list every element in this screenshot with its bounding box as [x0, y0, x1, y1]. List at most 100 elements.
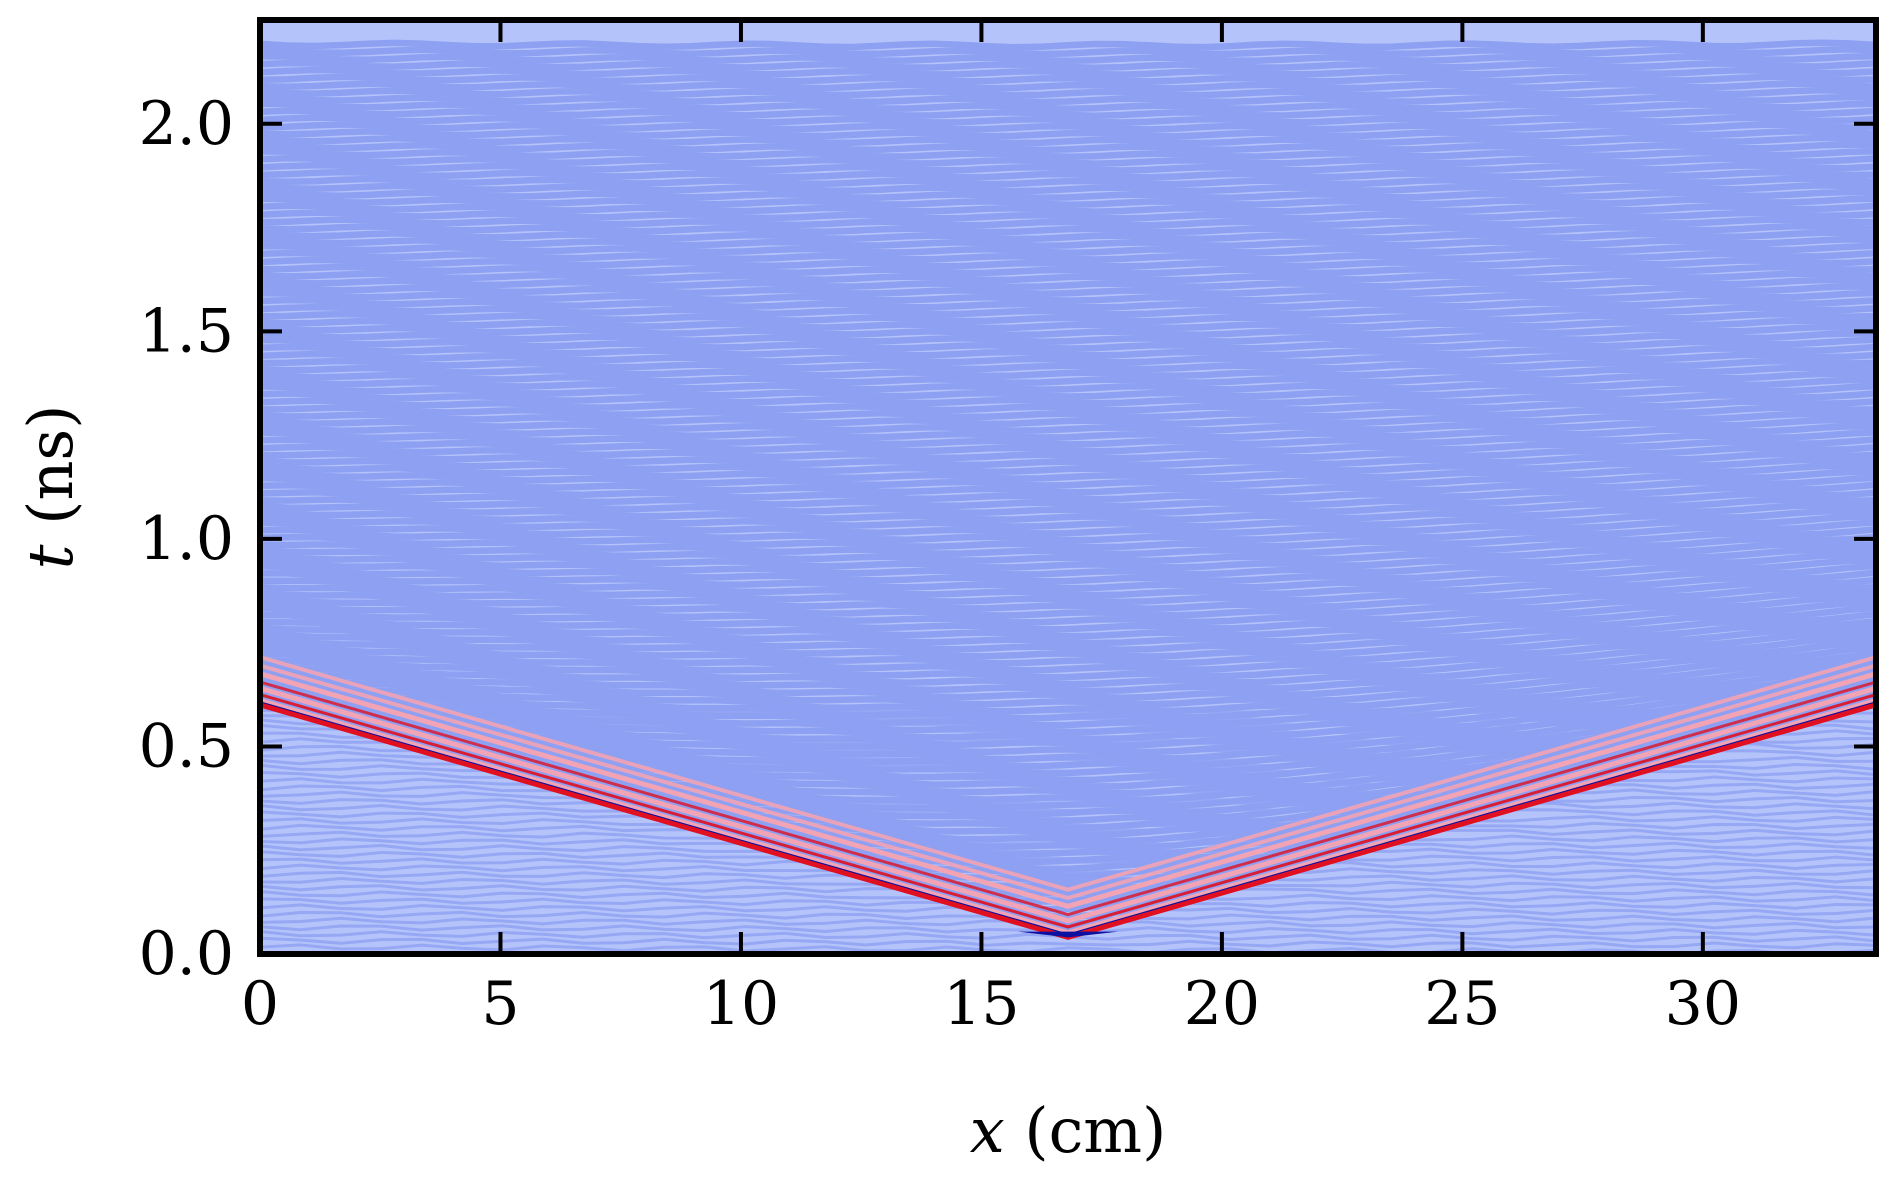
- heatmap-streak: [260, 803, 1876, 817]
- heatmap-stripe: [260, 556, 1876, 585]
- heatmap-stripe: [260, 633, 1876, 674]
- heatmap-streak: [260, 897, 1876, 910]
- heatmap-stripe: [260, 52, 1876, 65]
- heatmap-stripe: [260, 134, 1876, 147]
- wavefronts: [260, 655, 1876, 940]
- y-axis-label: t (ns): [14, 405, 87, 570]
- heatmap-streak: [260, 737, 1876, 750]
- heatmap-stripe: [260, 390, 1876, 407]
- x-tick-label: 5: [481, 969, 519, 1039]
- heatmap-streak: [260, 870, 1876, 884]
- x-axis-unit: (cm): [1005, 1094, 1167, 1167]
- heatmap-stripe: [260, 182, 1876, 195]
- heatmap-stripe: [260, 73, 1876, 85]
- wavefront-line: [260, 663, 1876, 900]
- heatmap-stripe: [260, 383, 1876, 400]
- heatmap-streak: [260, 750, 1876, 764]
- heatmap-stripe: [260, 450, 1876, 469]
- heatmap-streak: [260, 731, 1876, 744]
- heatmap-stripe: [260, 59, 1876, 71]
- heatmap-stripe: [260, 310, 1876, 325]
- heatmap-streak: [260, 714, 1876, 724]
- heatmap-stripe: [260, 443, 1876, 462]
- heatmap-streak: [260, 758, 1876, 771]
- x-ticks: 0 5 10 15 20 25 30: [241, 20, 1741, 1039]
- heatmap-stripe: [260, 569, 1876, 599]
- heatmap-stripe: [260, 330, 1876, 345]
- heatmap-stripe: [260, 209, 1876, 222]
- heatmap-stripe: [260, 155, 1876, 167]
- heatmap-stripe: [260, 429, 1876, 448]
- heatmap-streak: [260, 817, 1876, 831]
- plot-frame: [257, 17, 1879, 957]
- heatmap-streak: [260, 910, 1876, 924]
- heatmap-streak: [260, 830, 1876, 844]
- heatmap-stripe: [260, 526, 1876, 551]
- heatmap-field: [260, 20, 1876, 954]
- heatmap-stripe: [260, 643, 1876, 688]
- heatmap-stripe: [260, 80, 1876, 92]
- heatmap-stripe: [260, 303, 1876, 318]
- heatmap-streak: [260, 850, 1876, 863]
- heatmap-stripe: [260, 376, 1876, 393]
- heatmap-stripe: [260, 242, 1876, 256]
- heatmap-stripe: [260, 343, 1876, 359]
- heatmap-streak: [260, 837, 1876, 850]
- x-tick-label: 10: [703, 969, 779, 1039]
- heatmap-stripe: [260, 270, 1876, 284]
- heatmap-stripe: [260, 216, 1876, 229]
- x-axis-variable: x: [970, 1094, 1005, 1167]
- heatmap-stripe: [260, 283, 1876, 297]
- heatmap-stripe: [260, 370, 1876, 386]
- y-tick-label: 2.0: [139, 89, 234, 159]
- heatmap-stripe: [260, 670, 1876, 722]
- heatmap-stripe: [260, 502, 1876, 523]
- heatmap-streak: [260, 718, 1876, 731]
- heatmap-streak: [260, 924, 1876, 937]
- heatmap-stripe: [260, 546, 1876, 571]
- heatmap-stripe: [260, 121, 1876, 133]
- wavefront-line: [260, 680, 1876, 917]
- heatmap-stripe: [260, 229, 1876, 243]
- heatmap-stripe: [260, 649, 1876, 695]
- heatmap-stripe: [260, 87, 1876, 99]
- heatmap-streak: [260, 784, 1876, 797]
- heatmap-stripe: [260, 519, 1876, 544]
- wavefront-line: [260, 685, 1876, 924]
- y-tick-label: 1.0: [139, 504, 234, 574]
- wavefront-line: [260, 693, 1876, 929]
- heatmap-stripe: [260, 638, 1876, 681]
- heatmap-stripe: [260, 474, 1876, 496]
- heatmap-stripe: [260, 161, 1876, 174]
- heatmap-stripe: [260, 496, 1876, 517]
- heatmap-stripe: [260, 66, 1876, 78]
- heatmap-stripe: [260, 323, 1876, 339]
- heatmap-stripe: [260, 397, 1876, 414]
- heatmap-stripe: [260, 422, 1876, 441]
- heatmap-stripe: [260, 188, 1876, 202]
- heatmap-stripe: [260, 512, 1876, 537]
- heatmap-streak: [260, 943, 1876, 954]
- x-axis-label: x (cm): [970, 1094, 1167, 1167]
- x-tick-label: 20: [1184, 969, 1260, 1039]
- y-axis-variable: t: [14, 544, 87, 569]
- heatmap-stripe: [260, 296, 1876, 311]
- heatmap-streak: [260, 777, 1876, 790]
- heatmap-stripe: [260, 507, 1876, 530]
- heatmap-stripe: [260, 624, 1876, 660]
- heatmap-stripe: [260, 629, 1876, 667]
- heatmap-stripe: [260, 39, 1876, 51]
- heatmap-streak: [260, 790, 1876, 804]
- heatmap-stripe: [260, 533, 1876, 558]
- wavefront-apex: [1018, 931, 1118, 938]
- heatmap-stripe: [260, 457, 1876, 475]
- heatmap-stripe: [260, 195, 1876, 208]
- heatmap-stripe: [260, 604, 1876, 640]
- heatmap-stripe: [260, 610, 1876, 647]
- heatmap-streak: [260, 708, 1876, 715]
- heatmap-streak: [260, 798, 1876, 811]
- heatmap-streak: [260, 744, 1876, 758]
- heatmap-stripe: [260, 541, 1876, 564]
- heatmap-streak: [260, 936, 1876, 950]
